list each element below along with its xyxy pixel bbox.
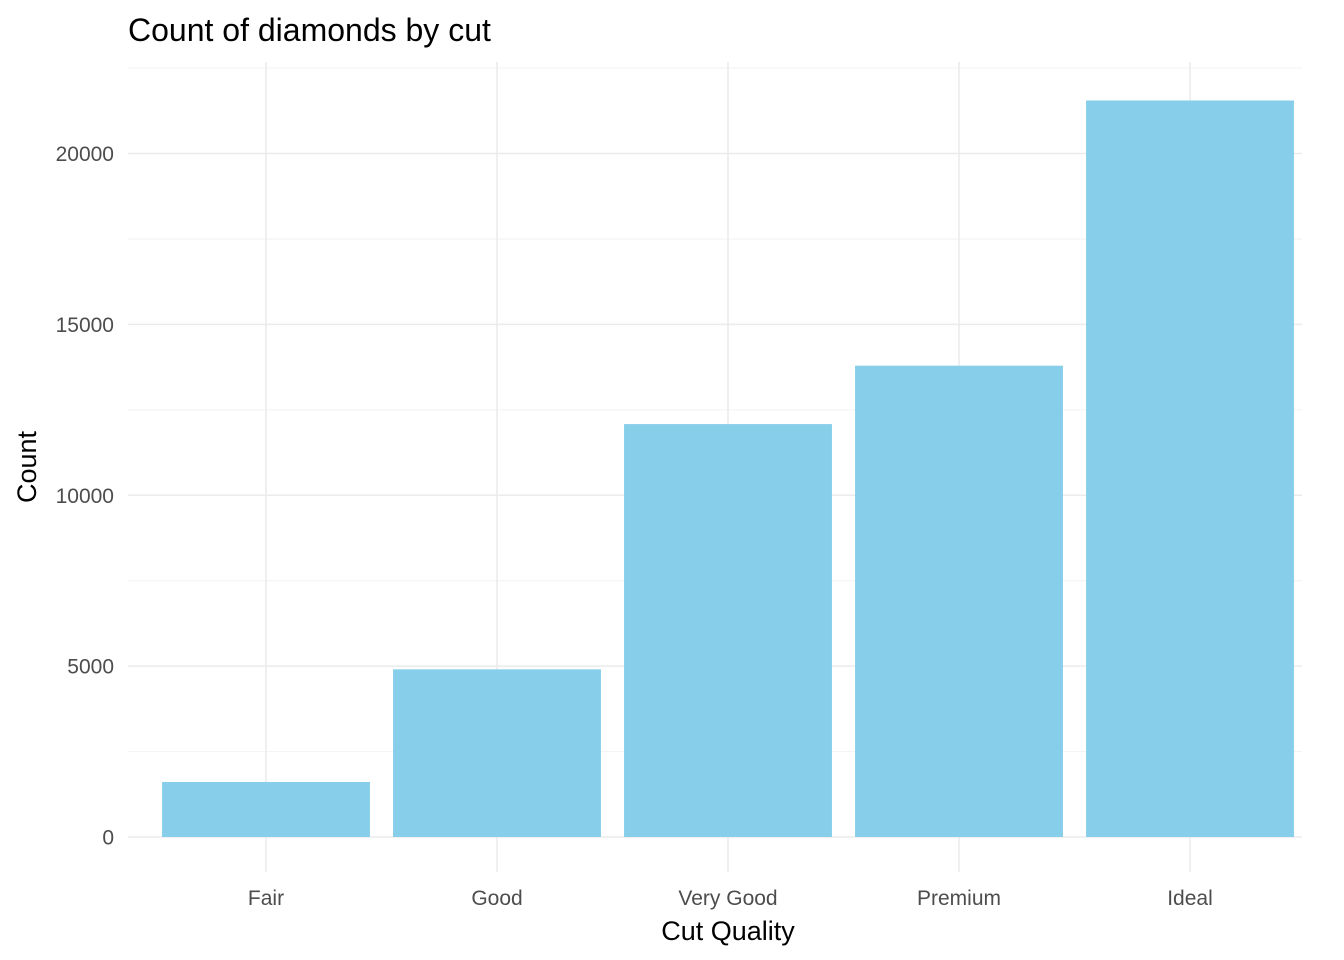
y-tick-label: 10000 <box>56 485 114 508</box>
x-tick-label: Good <box>471 887 522 910</box>
bars <box>162 100 1294 838</box>
x-tick-label: Ideal <box>1167 887 1213 910</box>
x-axis-title: Cut Quality <box>661 916 795 946</box>
y-tick-label: 0 <box>102 827 114 850</box>
x-tick-label: Premium <box>917 887 1001 910</box>
y-axis-ticks: 0 5000 10000 15000 20000 <box>56 143 114 850</box>
x-tick-label: Fair <box>248 887 284 910</box>
y-axis-title: Count <box>12 430 42 503</box>
bar-premium <box>855 365 1063 837</box>
x-axis-ticks: Fair Good Very Good Premium Ideal <box>248 887 1213 910</box>
y-tick-label: 5000 <box>67 656 114 679</box>
bar-very-good <box>624 424 832 837</box>
chart-title: Count of diamonds by cut <box>128 12 491 48</box>
x-tick-label: Very Good <box>678 887 777 910</box>
y-tick-label: 20000 <box>56 143 114 166</box>
bar-fair <box>162 781 370 837</box>
bar-ideal <box>1086 100 1294 838</box>
bar-good <box>393 669 601 837</box>
y-tick-label: 15000 <box>56 314 114 337</box>
